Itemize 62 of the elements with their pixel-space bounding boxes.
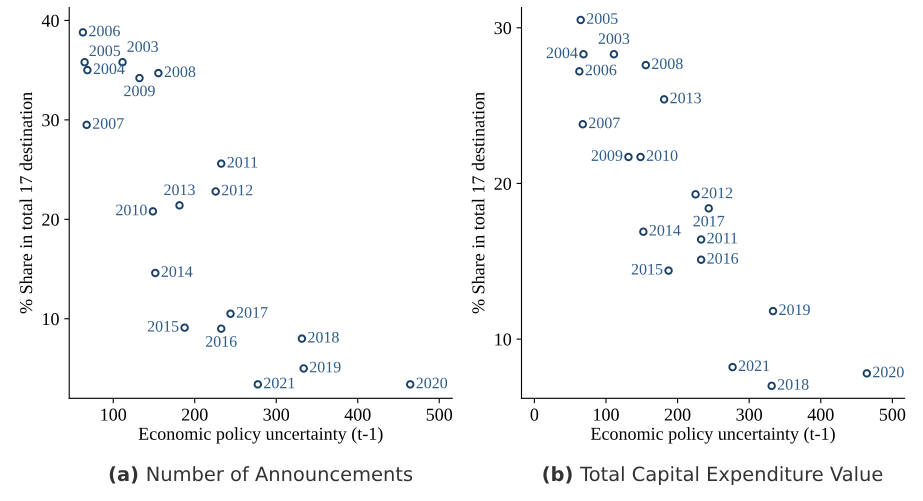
annotation: 2009 [592,150,622,161]
annotation: 2013 [164,184,195,196]
text: (a) Number of Announcements [110,466,412,484]
annotation: 2007 [589,118,620,128]
x-tick-label: 0 [530,408,538,421]
annotation: 2004 [546,47,578,58]
y-tick-label: 20 [494,178,512,190]
annotation: 2013 [670,92,701,104]
annotation: 2006 [89,26,120,36]
annotation: 2019 [779,304,810,316]
y-axis-title: % Share in total 17 destination [20,92,32,314]
annotation: 2005 [586,13,618,24]
annotation: 2014 [162,266,193,278]
annotation: 2007 [92,118,124,129]
annotation: 2016 [707,252,738,264]
y-tick-label: 10 [495,333,512,346]
annotation: 2004 [94,63,125,74]
annotation: 2021 [738,360,770,372]
annotation: 2014 [650,224,681,236]
annotation: 2006 [586,64,616,76]
annotation: 2017 [693,216,724,227]
x-tick-label: 200 [182,408,208,421]
annotation: 2011 [227,156,258,168]
y-tick-label: 30 [42,114,59,126]
x-tick-label: 200 [664,408,690,421]
x-axis-title: Economic policy uncertainty (t-1) [138,427,383,444]
x-tick-label: 100 [594,408,619,421]
x-tick-label: 300 [264,408,290,421]
annotation: 2018 [308,332,339,343]
x-axis-title: Economic policy uncertainty (t-1) [590,427,835,444]
annotation: 2012 [702,188,732,198]
y-tick-label: 10 [43,313,59,326]
x-tick-label: 100 [101,408,126,421]
annotation: 2016 [206,336,237,347]
x-tick-label: 300 [736,408,762,421]
annotation: 2021 [264,378,294,388]
y-tick-label: 20 [42,214,59,226]
annotation: 2008 [652,58,683,70]
text: (b) Total Capital Expenditure Value [543,466,882,486]
annotation: 2017 [236,306,268,318]
annotation: 2009 [124,86,155,96]
x-tick-label: 500 [880,408,906,421]
annotation: 2011 [707,232,738,244]
annotation: 2003 [598,33,630,44]
y-tick-label: 30 [494,22,512,34]
annotation: 2019 [310,362,341,372]
y-tick-label: 40 [42,14,59,27]
annotation: 2005 [89,45,120,56]
annotation: 2018 [778,379,809,390]
annotation: 2012 [222,184,252,196]
annotation: 2020 [873,366,904,378]
annotation: 2010 [646,150,678,161]
annotation: 2015 [632,264,662,275]
annotation: 2020 [416,378,448,388]
x-tick-label: 400 [808,408,834,421]
annotation: 2010 [116,204,147,216]
x-tick-label: 400 [344,408,371,421]
y-axis-title: % Share in total 17 destination [472,92,485,314]
annotation: 2015 [148,320,178,332]
annotation: 2003 [127,41,158,52]
annotation: 2008 [164,66,196,78]
x-tick-label: 500 [426,408,452,421]
